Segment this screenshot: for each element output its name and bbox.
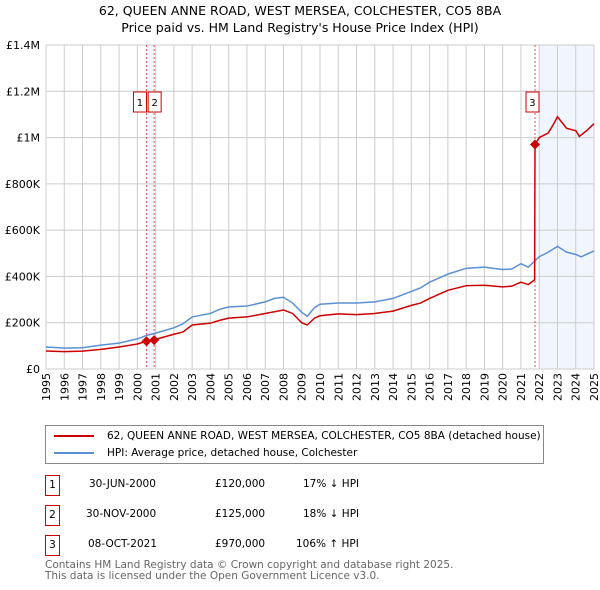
chart-subtitle: Price paid vs. HM Land Registry's House …	[121, 20, 479, 35]
footer-copyright: Contains HM Land Registry data © Crown c…	[45, 559, 454, 571]
legend-item-hpi: HPI: Average price, detached house, Colc…	[46, 445, 357, 461]
x-tick-label: 2019	[478, 373, 491, 401]
sale-label: 3	[529, 98, 535, 109]
x-tick-label: 2022	[533, 373, 546, 401]
sale-hpi: 18% ↓ HPI	[303, 508, 360, 520]
sale-hpi: 17% ↓ HPI	[303, 478, 360, 490]
sale-row: 3 08-OCT-2021 £970,000 106% ↑ HPI	[45, 535, 565, 556]
x-tick-label: 2016	[424, 373, 437, 401]
legend-swatch-red	[54, 435, 94, 437]
sale-row: 2 30-NOV-2000 £125,000 18% ↓ HPI	[45, 505, 565, 526]
x-tick-label: 2008	[277, 373, 290, 401]
y-tick-label: £200K	[5, 317, 41, 330]
x-tick-label: 1998	[95, 373, 108, 401]
shaded-region	[146, 45, 155, 369]
x-tick-label: 1997	[77, 373, 90, 401]
sale-label-box	[525, 91, 540, 113]
y-tick-label: £800K	[5, 178, 41, 191]
y-tick-label: £400K	[5, 270, 41, 283]
y-tick-label: £1M	[17, 132, 41, 145]
x-tick-label: 2010	[314, 373, 327, 401]
sale-date: 08-OCT-2021	[88, 538, 157, 550]
sale-label-box	[132, 91, 147, 113]
sale-label: 2	[151, 98, 157, 109]
x-tick-label: 2020	[497, 373, 510, 401]
x-tick-label: 1999	[113, 373, 126, 401]
sale-price: £125,000	[215, 508, 266, 520]
x-tick-label: 2025	[588, 373, 600, 401]
x-tick-label: 1995	[40, 373, 53, 401]
x-tick-label: 2001	[150, 373, 163, 401]
legend: 62, QUEEN ANNE ROAD, WEST MERSEA, COLCHE…	[45, 425, 544, 464]
x-tick-label: 2015	[405, 373, 418, 401]
x-tick-label: 1996	[58, 373, 71, 401]
y-tick-label: £1.2M	[6, 85, 40, 98]
footer-licence: This data is licensed under the Open Gov…	[45, 570, 380, 582]
sale-point	[149, 335, 160, 346]
x-tick-label: 2005	[223, 373, 236, 401]
x-tick-label: 2024	[570, 373, 583, 401]
x-tick-label: 2023	[551, 373, 564, 401]
x-tick-label: 2018	[460, 373, 473, 401]
hpi-line	[45, 245, 595, 349]
x-tick-label: 2007	[259, 373, 272, 401]
y-tick-label: £600K	[5, 224, 41, 237]
x-tick-label: 2013	[369, 373, 382, 401]
price-chart: 1995 1996 1997 1998 1999 2000 2001 2002 2003 2004…	[5, 39, 600, 401]
sale-point	[529, 139, 540, 150]
sale-label-box	[147, 91, 162, 113]
sale-price: £120,000	[215, 478, 266, 490]
y-tick-label: £0	[26, 363, 40, 376]
y-tick-label: £1.4M	[6, 39, 40, 52]
x-tick-label: 2003	[186, 373, 199, 401]
x-tick-label: 2017	[442, 373, 455, 401]
sale-point	[141, 336, 152, 347]
x-tick-label: 2012	[351, 373, 364, 401]
legend-label: HPI: Average price, detached house, Colc…	[107, 447, 358, 459]
x-tick-label: 2000	[131, 373, 144, 401]
x-tick-label: 2014	[387, 373, 400, 401]
legend-label: 62, QUEEN ANNE ROAD, WEST MERSEA, COLCHE…	[107, 430, 541, 442]
legend-item-property: 62, QUEEN ANNE ROAD, WEST MERSEA, COLCHE…	[46, 428, 541, 444]
sale-label: 1	[137, 98, 143, 109]
sale-hpi: 106% ↑ HPI	[296, 538, 359, 550]
legend-swatch-blue	[54, 452, 94, 454]
chart-title: 62, QUEEN ANNE ROAD, WEST MERSEA, COLCHE…	[98, 3, 502, 18]
shaded-region	[539, 45, 594, 369]
sale-row: 1 30-JUN-2000 £120,000 17% ↓ HPI	[45, 475, 565, 496]
sale-date: 30-NOV-2000	[86, 508, 157, 520]
x-tick-label: 2006	[241, 373, 254, 401]
x-tick-label: 2009	[296, 373, 309, 401]
sale-price: £970,000	[215, 538, 266, 550]
sale-badge: 1	[45, 475, 60, 496]
x-tick-label: 2021	[515, 373, 528, 401]
x-tick-label: 2004	[204, 373, 217, 401]
sale-date: 30-JUN-2000	[89, 478, 156, 490]
sale-badge: 3	[45, 535, 60, 556]
sale-badge: 2	[45, 505, 60, 526]
x-tick-label: 2002	[168, 373, 181, 401]
x-tick-label: 2011	[332, 373, 345, 401]
footer: Contains HM Land Registry data © Crown c…	[45, 560, 453, 582]
